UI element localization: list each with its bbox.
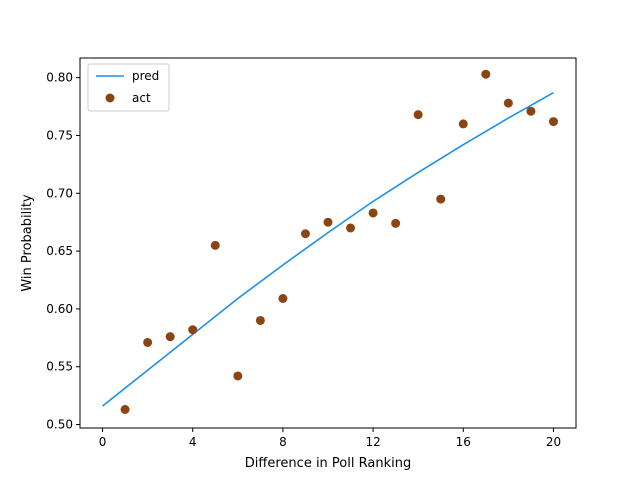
data-point-act — [233, 371, 243, 381]
data-point-act — [413, 110, 423, 120]
y-tick-label: 0.80 — [46, 71, 73, 85]
y-tick-label: 0.50 — [46, 418, 73, 432]
x-tick-label: 20 — [546, 435, 561, 449]
data-point-act — [188, 325, 198, 335]
data-point-act — [481, 69, 491, 79]
axes-layer: 0 4 8 12 16 20 0.50 0.55 0.60 0.65 0.70 0.75 0.80 — [46, 71, 561, 449]
data-point-act — [210, 240, 220, 250]
data-point-act — [255, 315, 265, 325]
y-tick-label: 0.75 — [46, 128, 73, 142]
data-point-act — [143, 337, 153, 347]
x-axis-label: Difference in Poll Ranking — [245, 456, 411, 471]
data-point-act — [278, 294, 288, 303]
x-tick-label: 12 — [365, 435, 380, 449]
data-point-act — [346, 223, 356, 233]
legend: pred act — [87, 63, 170, 112]
data-point-act — [458, 119, 468, 129]
data-point-act — [436, 194, 446, 204]
y-axis-label: Win Probability — [20, 194, 35, 292]
series-line-pred — [102, 91, 554, 407]
y-tick-label: 0.55 — [46, 360, 73, 374]
data-point-act — [120, 405, 130, 414]
data-point-act — [368, 208, 378, 218]
data-point-act — [300, 229, 310, 239]
plot-area — [80, 58, 576, 428]
legend-swatch-act — [105, 93, 115, 103]
data-point-act — [323, 217, 333, 227]
series-layer — [102, 69, 558, 414]
data-point-act — [503, 98, 513, 108]
x-tick-label: 16 — [456, 435, 471, 449]
data-point-act — [548, 117, 558, 127]
legend-label-act: act — [132, 91, 151, 105]
data-point-act — [165, 332, 175, 342]
x-tick-label: 8 — [279, 435, 287, 449]
x-tick-label: 0 — [99, 435, 107, 449]
legend-label-pred: pred — [132, 69, 159, 83]
y-tick-label: 0.60 — [46, 302, 73, 316]
x-tick-label: 4 — [189, 435, 197, 449]
data-point-act — [391, 218, 401, 228]
plot-frame — [79, 57, 577, 429]
y-tick-label: 0.65 — [46, 244, 73, 258]
y-tick-label: 0.70 — [46, 186, 73, 200]
data-point-act — [526, 106, 536, 116]
